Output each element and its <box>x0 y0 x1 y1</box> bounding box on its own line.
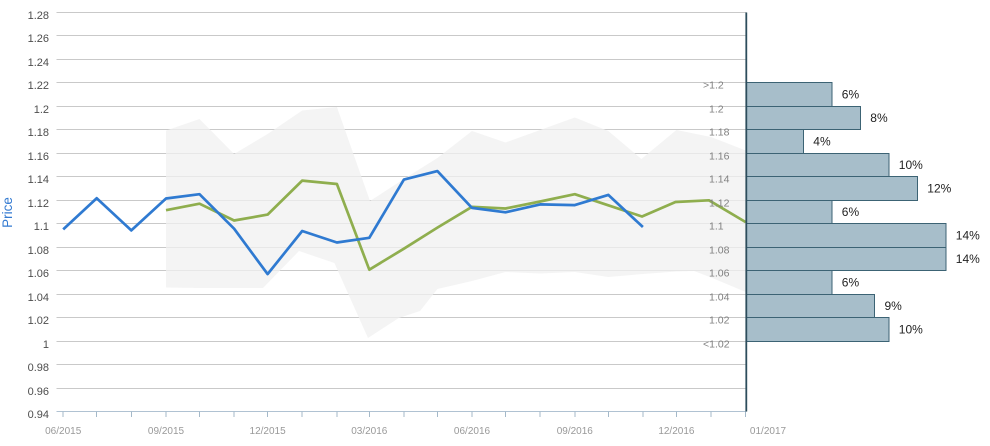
svg-text:12/2015: 12/2015 <box>250 426 287 437</box>
svg-text:14%: 14% <box>956 229 980 243</box>
svg-text:12/2016: 12/2016 <box>658 426 695 437</box>
svg-text:1: 1 <box>43 339 49 351</box>
svg-text:Price: Price <box>0 197 15 228</box>
svg-text:09/2015: 09/2015 <box>148 426 185 437</box>
svg-text:1.2: 1.2 <box>709 104 724 116</box>
svg-text:1.12: 1.12 <box>709 198 730 210</box>
svg-text:0.94: 0.94 <box>28 409 49 421</box>
svg-text:12%: 12% <box>927 182 951 196</box>
svg-text:1.18: 1.18 <box>709 127 730 139</box>
svg-text:1.26: 1.26 <box>28 33 49 45</box>
svg-text:>1.2: >1.2 <box>703 80 724 92</box>
svg-text:06/2016: 06/2016 <box>454 426 491 437</box>
svg-text:<1.02: <1.02 <box>703 339 730 351</box>
svg-text:1.02: 1.02 <box>709 315 730 327</box>
svg-text:1.14: 1.14 <box>28 174 49 186</box>
svg-text:8%: 8% <box>870 111 888 125</box>
svg-text:1.14: 1.14 <box>709 174 730 186</box>
svg-text:1.06: 1.06 <box>709 268 730 280</box>
svg-text:0.96: 0.96 <box>28 386 49 398</box>
svg-text:9%: 9% <box>885 299 903 313</box>
svg-text:10%: 10% <box>899 323 923 337</box>
svg-text:1.18: 1.18 <box>28 127 49 139</box>
svg-text:1.28: 1.28 <box>28 10 49 22</box>
svg-text:1.02: 1.02 <box>28 315 49 327</box>
svg-text:1.06: 1.06 <box>28 268 49 280</box>
svg-text:14%: 14% <box>956 252 980 266</box>
svg-text:0.98: 0.98 <box>28 362 49 374</box>
svg-text:6%: 6% <box>842 205 860 219</box>
svg-text:1.04: 1.04 <box>709 292 730 304</box>
svg-text:1.16: 1.16 <box>28 151 49 163</box>
svg-text:10%: 10% <box>899 158 923 172</box>
svg-text:1.08: 1.08 <box>28 245 49 257</box>
svg-text:03/2016: 03/2016 <box>351 426 388 437</box>
svg-text:06/2015: 06/2015 <box>45 426 82 437</box>
svg-text:6%: 6% <box>842 88 860 102</box>
svg-text:1.1: 1.1 <box>709 221 724 233</box>
svg-text:09/2016: 09/2016 <box>557 426 594 437</box>
svg-text:1.12: 1.12 <box>28 198 49 210</box>
svg-text:01/2017: 01/2017 <box>750 426 787 437</box>
svg-text:1.16: 1.16 <box>709 151 730 163</box>
svg-text:4%: 4% <box>813 135 831 149</box>
svg-text:6%: 6% <box>842 276 860 290</box>
svg-text:1.2: 1.2 <box>34 104 49 116</box>
svg-text:1.1: 1.1 <box>34 221 49 233</box>
svg-text:1.24: 1.24 <box>28 57 49 69</box>
svg-text:1.04: 1.04 <box>28 292 49 304</box>
svg-text:1.22: 1.22 <box>28 80 49 92</box>
svg-text:1.08: 1.08 <box>709 245 730 257</box>
